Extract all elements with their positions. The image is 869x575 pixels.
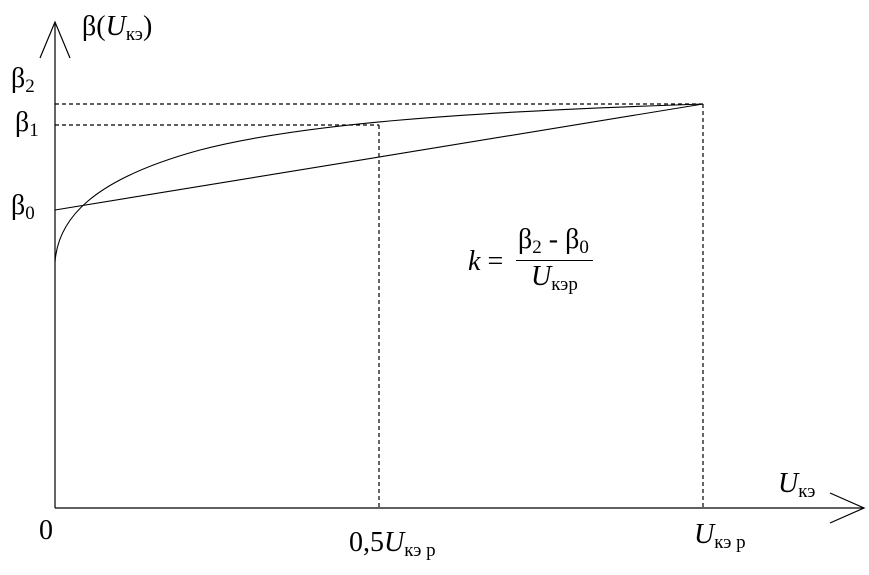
beta-curve (54, 103, 704, 263)
formula-denominator: Uкэр (530, 261, 578, 295)
formula-numerator: β2 - β0 (516, 226, 593, 261)
beta2-label: β2 (11, 63, 35, 97)
beta1-label: β1 (15, 107, 39, 141)
x-axis-arrowhead (829, 492, 866, 524)
y-axis-label: β(Uкэ) (82, 11, 153, 45)
beta0-label: β0 (11, 190, 35, 224)
ucr-label: Uкэ р (694, 519, 746, 553)
origin-label: 0 (39, 515, 53, 546)
linear-approximation-line (54, 103, 704, 211)
x-axis-label: Uкэ (778, 468, 816, 502)
half-ucr-label: 0,5Uкэ р (349, 527, 436, 561)
y-axis-arrowhead (39, 20, 71, 59)
formula-fraction: β2 - β0 Uкэр (516, 226, 593, 294)
formula-lhs: k = (468, 246, 504, 277)
